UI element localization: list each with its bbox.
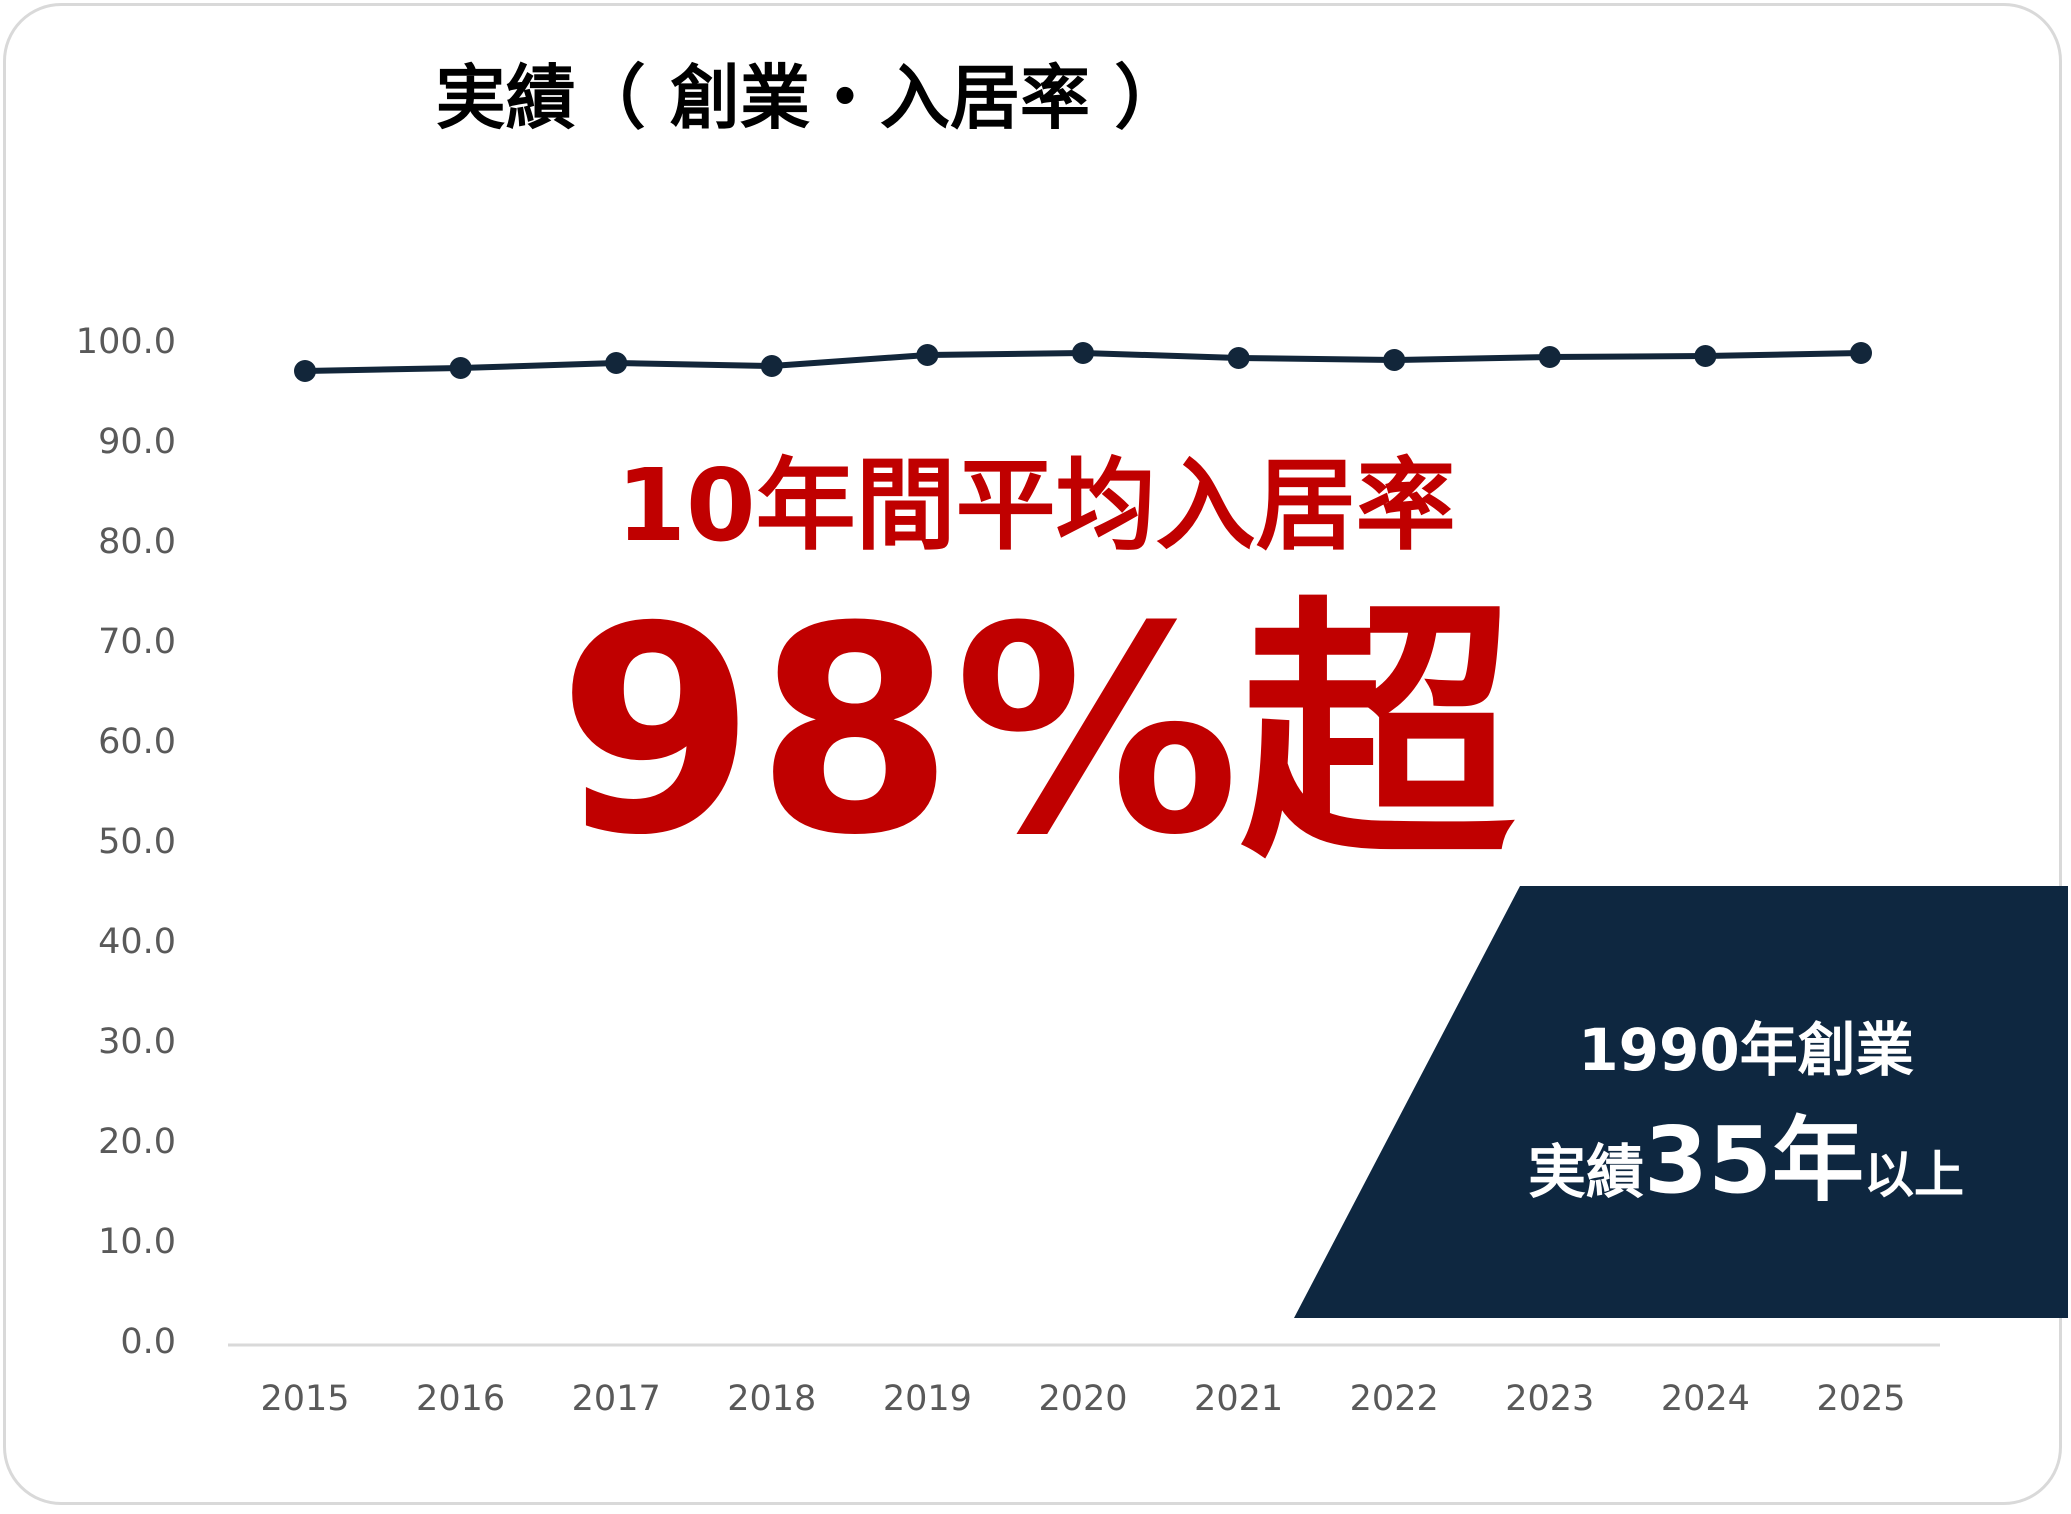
panel-record-prefix: 実績 bbox=[1528, 1138, 1644, 1206]
founding-panel bbox=[1294, 886, 2068, 1318]
y-axis-ticks: 0.0 10.0 20.0 30.0 40.0 50.0 60.0 70.0 80.0 90.0 1… bbox=[76, 322, 176, 1362]
y-tick-label: 30.0 bbox=[98, 1022, 176, 1062]
x-tick-label: 2019 bbox=[883, 1379, 972, 1419]
data-point bbox=[916, 344, 939, 366]
y-tick-label: 80.0 bbox=[98, 522, 176, 562]
y-tick-label: 100.0 bbox=[76, 322, 176, 362]
chart-title: 実績（ 創業・入居率 ） bbox=[436, 57, 1185, 139]
y-tick-label: 40.0 bbox=[98, 922, 176, 962]
x-tick-label: 2020 bbox=[1038, 1379, 1127, 1419]
headline-subtitle: 10年間平均入居率 bbox=[616, 447, 1455, 564]
y-tick-label: 0.0 bbox=[120, 1322, 176, 1362]
x-tick-label: 2022 bbox=[1350, 1379, 1439, 1419]
y-tick-label: 60.0 bbox=[98, 722, 176, 762]
data-point bbox=[1227, 347, 1250, 369]
data-point bbox=[1538, 346, 1561, 368]
data-point bbox=[605, 352, 628, 374]
x-tick-label: 2015 bbox=[260, 1379, 349, 1419]
panel-record-suffix: 以上 bbox=[1864, 1146, 1964, 1204]
x-tick-label: 2016 bbox=[416, 1379, 505, 1419]
data-point bbox=[1383, 349, 1406, 371]
x-tick-label: 2021 bbox=[1194, 1379, 1283, 1419]
x-tick-label: 2017 bbox=[572, 1379, 661, 1419]
data-point bbox=[449, 357, 472, 379]
headline-main: 98%超 bbox=[557, 566, 1518, 898]
x-tick-label: 2023 bbox=[1505, 1379, 1594, 1419]
panel-record-text: 実績35年以上 bbox=[1528, 1107, 1964, 1214]
headline-suffix: 超 bbox=[1240, 575, 1519, 895]
panel-founded-text: 1990年創業 bbox=[1578, 1016, 1913, 1084]
x-axis-ticks: 2015 2016 2017 2018 2019 2020 2021 2022 2023 2024… bbox=[260, 1379, 1905, 1419]
data-point bbox=[1072, 342, 1094, 364]
series-points bbox=[294, 342, 1872, 382]
y-tick-label: 50.0 bbox=[98, 822, 176, 862]
data-point bbox=[760, 355, 783, 377]
y-tick-label: 70.0 bbox=[98, 622, 176, 662]
y-tick-label: 10.0 bbox=[98, 1222, 176, 1262]
data-point bbox=[1694, 345, 1717, 367]
headline-percent: 98% bbox=[557, 566, 1239, 898]
y-tick-label: 20.0 bbox=[98, 1122, 176, 1162]
x-tick-label: 2018 bbox=[727, 1379, 816, 1419]
x-tick-label: 2025 bbox=[1816, 1379, 1905, 1419]
data-point bbox=[294, 360, 316, 382]
y-tick-label: 90.0 bbox=[98, 422, 176, 462]
x-tick-label: 2024 bbox=[1661, 1379, 1750, 1419]
data-point bbox=[1850, 342, 1872, 364]
panel-record-number: 35年 bbox=[1644, 1107, 1864, 1214]
